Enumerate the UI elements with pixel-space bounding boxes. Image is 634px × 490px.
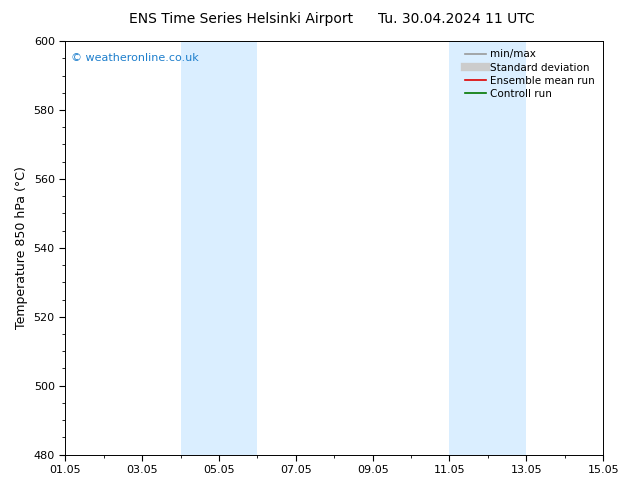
Bar xyxy=(488,41,526,455)
Bar xyxy=(450,41,488,455)
Text: Tu. 30.04.2024 11 UTC: Tu. 30.04.2024 11 UTC xyxy=(378,12,535,26)
Y-axis label: Temperature 850 hPa (°C): Temperature 850 hPa (°C) xyxy=(15,167,28,329)
Bar xyxy=(219,41,257,455)
Text: ENS Time Series Helsinki Airport: ENS Time Series Helsinki Airport xyxy=(129,12,353,26)
Legend: min/max, Standard deviation, Ensemble mean run, Controll run: min/max, Standard deviation, Ensemble me… xyxy=(462,46,598,102)
Text: © weatheronline.co.uk: © weatheronline.co.uk xyxy=(70,53,198,64)
Bar xyxy=(181,41,219,455)
